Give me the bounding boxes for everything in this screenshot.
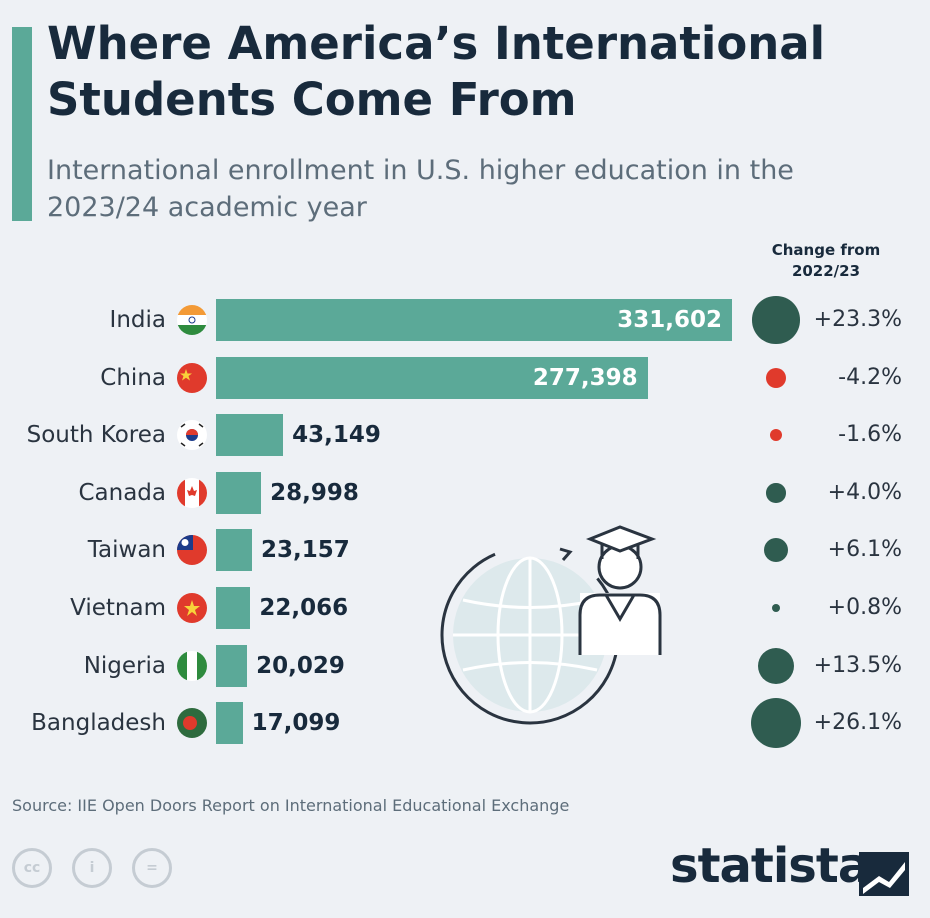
change-label: +6.1% <box>827 537 902 563</box>
change-bubble <box>751 698 801 749</box>
south-korea-flag-icon <box>177 420 207 451</box>
change-label: -1.6% <box>838 422 902 448</box>
bar-value-label: 23,157 <box>261 537 350 564</box>
change-label: +4.0% <box>827 479 902 505</box>
globe-graduate-icon <box>440 525 662 725</box>
bar <box>216 644 248 687</box>
bar <box>216 414 284 457</box>
country-label: Nigeria <box>83 652 166 679</box>
country-label: India <box>109 307 166 333</box>
change-bubble <box>758 647 794 684</box>
bar <box>216 702 243 745</box>
change-bubble <box>771 603 781 613</box>
change-label: +23.3% <box>813 307 902 332</box>
chart-title: Where America’s International Students C… <box>47 17 826 126</box>
change-bubble <box>763 538 789 563</box>
bar-value-label: 331,602 <box>617 307 722 333</box>
change-bubble <box>765 367 787 388</box>
change-bubble <box>766 483 786 503</box>
bar-value-label: 28,998 <box>270 479 359 506</box>
taiwan-flag-icon <box>177 535 207 566</box>
bar <box>216 299 732 341</box>
change-bubble <box>769 429 783 442</box>
country-label: Bangladesh <box>31 710 166 737</box>
bar-value-label: 43,149 <box>292 422 381 449</box>
canada-flag-icon <box>177 477 207 508</box>
source-note: Source: IIE Open Doors Report on Interna… <box>12 796 570 815</box>
change-label: +26.1% <box>813 710 902 736</box>
attribution-icon[interactable]: i <box>72 848 112 888</box>
bar-value-label: 17,099 <box>251 710 341 737</box>
bar-value-label: 20,029 <box>256 652 345 679</box>
bar <box>216 356 648 399</box>
country-label: Canada <box>78 479 166 506</box>
statista-logo-icon <box>859 852 909 896</box>
statista-logo-text[interactable]: statista <box>670 838 870 894</box>
country-label: China <box>100 364 166 391</box>
creative-commons-icon[interactable]: cc <box>12 848 52 888</box>
bar-value-label: 22,066 <box>259 595 349 621</box>
no-derivatives-icon[interactable]: = <box>132 848 172 888</box>
change-label: +0.8% <box>827 595 902 620</box>
india-flag-icon <box>177 305 207 335</box>
bangladesh-flag-icon <box>177 708 207 739</box>
nigeria-flag-icon <box>177 650 207 681</box>
country-label: South Korea <box>26 422 166 449</box>
china-flag-icon <box>177 362 207 393</box>
bar <box>216 587 251 629</box>
change-column-header: Change from 2022/23 <box>771 241 881 280</box>
change-bubble <box>752 296 800 344</box>
chart-subtitle: International enrollment in U.S. higher … <box>47 155 794 223</box>
vietnam-flag-icon <box>177 593 207 623</box>
bar-value-label: 277,398 <box>532 364 638 391</box>
change-label: -4.2% <box>838 364 902 390</box>
country-label: Taiwan <box>87 537 166 564</box>
bar <box>216 529 253 572</box>
accent-bar <box>12 27 32 221</box>
bar <box>216 471 262 514</box>
country-label: Vietnam <box>70 595 166 621</box>
change-label: +13.5% <box>813 652 902 678</box>
